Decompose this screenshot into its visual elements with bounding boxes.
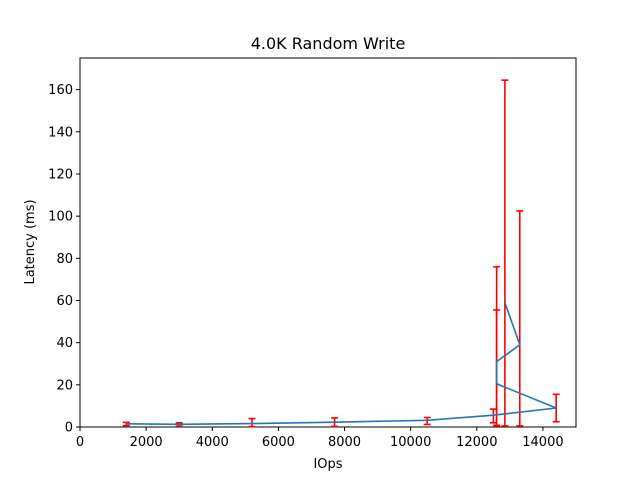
x-tick-label: 2000	[130, 435, 163, 450]
error-bars	[122, 79, 560, 428]
y-tick-label: 60	[56, 294, 73, 309]
y-tick-label: 100	[48, 210, 73, 225]
error-bar	[248, 417, 256, 428]
x-tick-label: 12000	[456, 435, 497, 450]
plot-area	[79, 57, 577, 428]
error-bar	[122, 421, 130, 427]
x-tick-label: 6000	[262, 435, 295, 450]
y-axis: 0 20 40 60 80 100 120 140 160	[48, 83, 80, 436]
y-tick-label: 140	[48, 125, 73, 140]
x-tick-label: 4000	[196, 435, 229, 450]
error-bar	[501, 79, 509, 427]
series-line	[126, 302, 557, 426]
y-tick-label: 80	[56, 252, 73, 267]
x-axis-label: IOps	[313, 457, 342, 472]
x-tick-label: 8000	[328, 435, 361, 450]
y-tick-label: 160	[48, 83, 73, 98]
y-tick-label: 40	[56, 336, 73, 351]
plot-frame	[79, 57, 577, 428]
y-tick-label: 20	[56, 378, 73, 393]
y-axis-label: Latency (ms)	[23, 199, 38, 284]
error-bar	[493, 265, 501, 427]
y-tick-label: 0	[65, 421, 73, 436]
x-tick-label: 0	[76, 435, 84, 450]
x-tick-label: 14000	[522, 435, 563, 450]
x-tick-label: 10000	[390, 435, 431, 450]
error-bar	[516, 210, 524, 427]
y-tick-label: 120	[48, 167, 73, 182]
chart-title: 4.0K Random Write	[251, 34, 406, 53]
x-axis: 0 2000 4000 6000 8000 10000 12000 14000	[76, 427, 564, 450]
